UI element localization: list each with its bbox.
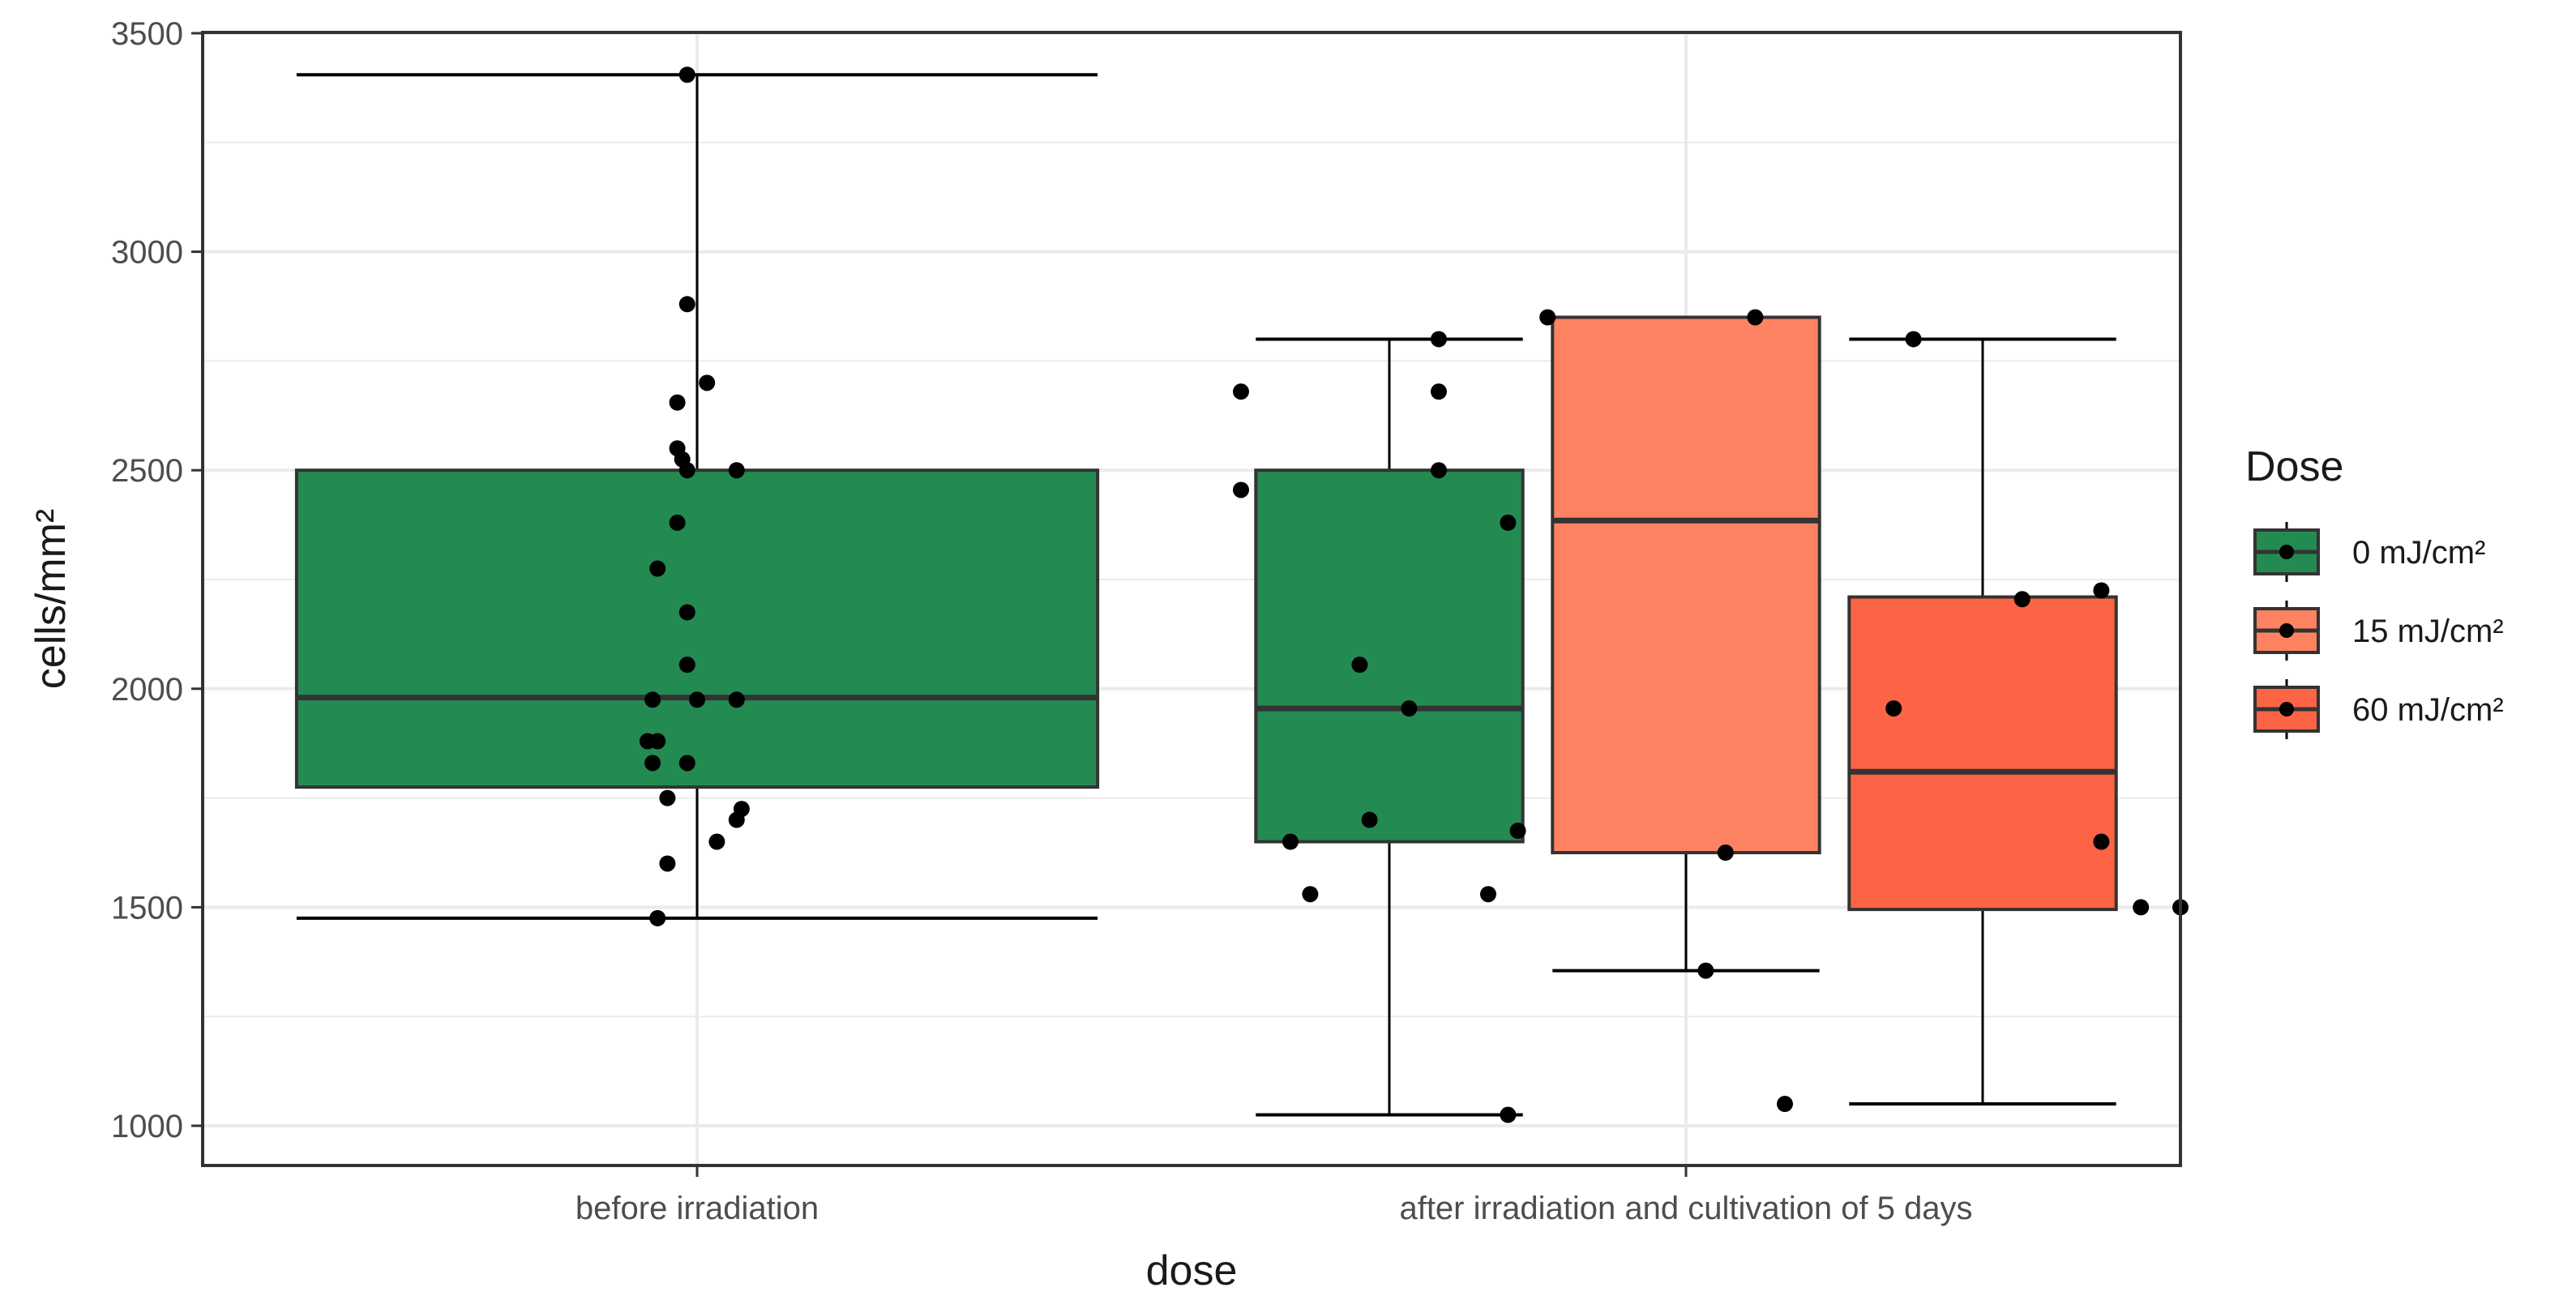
- box-body: [1847, 595, 2118, 912]
- box-body: [294, 468, 1100, 789]
- data-point: [678, 656, 695, 674]
- data-point: [649, 909, 666, 926]
- data-point: [1717, 845, 1734, 861]
- data-point: [678, 462, 695, 479]
- box-body: [1551, 315, 1821, 855]
- data-point: [669, 394, 686, 411]
- data-point: [1282, 833, 1299, 850]
- data-points: [640, 66, 2189, 1123]
- data-point: [1480, 886, 1496, 903]
- data-point: [728, 811, 745, 828]
- data-point: [678, 66, 695, 83]
- legend-title: Dose: [2245, 443, 2343, 490]
- x-axis-title: dose: [1146, 1247, 1238, 1294]
- data-point: [659, 789, 676, 806]
- data-point: [728, 462, 745, 479]
- data-point: [1905, 331, 1922, 348]
- data-point: [1885, 700, 1902, 717]
- box-3: [1847, 337, 2118, 1106]
- data-point: [2093, 833, 2110, 850]
- data-point: [689, 691, 705, 708]
- legend-entry: 15 mJ/cm²: [2253, 601, 2504, 661]
- data-point: [1509, 823, 1526, 840]
- data-point: [1361, 811, 1378, 828]
- legend-key-point: [2279, 623, 2294, 638]
- data-point: [2013, 591, 2030, 608]
- legend-key-point: [2279, 702, 2294, 716]
- data-point: [1233, 383, 1249, 400]
- x-tick-label: before irradiation: [576, 1191, 819, 1226]
- y-tick-label: 3000: [111, 235, 183, 271]
- data-point: [678, 604, 695, 621]
- data-point: [649, 560, 666, 577]
- data-point: [1500, 514, 1517, 531]
- box-body: [1254, 468, 1525, 844]
- data-point: [1302, 886, 1319, 903]
- data-point: [2093, 582, 2110, 599]
- data-point: [1431, 331, 1447, 348]
- y-axis-title: cells/mm²: [28, 509, 75, 689]
- data-point: [1539, 309, 1556, 326]
- data-point: [649, 733, 666, 750]
- data-point: [1431, 383, 1447, 400]
- data-point: [1401, 700, 1418, 717]
- data-point: [678, 755, 695, 772]
- data-point: [1351, 656, 1368, 674]
- data-point: [1747, 309, 1764, 326]
- y-tick-label: 2500: [111, 453, 183, 489]
- axes: 1000 1500 2000 2500 3000 3500 before irradiati…: [111, 16, 1973, 1226]
- data-point: [1233, 481, 1249, 498]
- data-point: [699, 374, 716, 391]
- x-tick-label: after irradiation and cultivation of 5 d…: [1399, 1191, 1972, 1226]
- box-2: [1551, 315, 1821, 973]
- data-point: [1431, 462, 1447, 479]
- data-point: [644, 755, 661, 772]
- legend-entries: 0 mJ/cm² 15 mJ/cm² 60 mJ/cm²: [2253, 522, 2504, 739]
- data-point: [644, 691, 661, 708]
- data-point: [728, 691, 745, 708]
- y-tick-label: 3500: [111, 16, 183, 52]
- legend-entry: 0 mJ/cm²: [2253, 522, 2485, 582]
- y-tick-label: 1000: [111, 1109, 183, 1144]
- legend: Dose 0 mJ/cm² 15 mJ/cm² 60 mJ/cm²: [2245, 443, 2504, 739]
- data-point: [669, 514, 686, 531]
- data-point: [708, 833, 725, 850]
- data-point: [1697, 962, 1714, 979]
- legend-key-point: [2279, 545, 2294, 559]
- box-0: [294, 73, 1100, 920]
- legend-entry: 60 mJ/cm²: [2253, 679, 2504, 739]
- legend-label: 0 mJ/cm²: [2352, 535, 2485, 571]
- data-point: [659, 855, 676, 872]
- legend-label: 15 mJ/cm²: [2352, 614, 2504, 649]
- data-point: [1777, 1096, 1793, 1113]
- y-tick-label: 1500: [111, 890, 183, 926]
- box-1: [1254, 337, 1525, 1117]
- data-point: [678, 296, 695, 313]
- y-tick-label: 2000: [111, 672, 183, 708]
- boxes: [294, 73, 2118, 1117]
- data-point: [2133, 899, 2150, 916]
- legend-label: 60 mJ/cm²: [2352, 692, 2504, 728]
- panel-border: [201, 31, 2182, 1167]
- data-point: [1500, 1106, 1517, 1123]
